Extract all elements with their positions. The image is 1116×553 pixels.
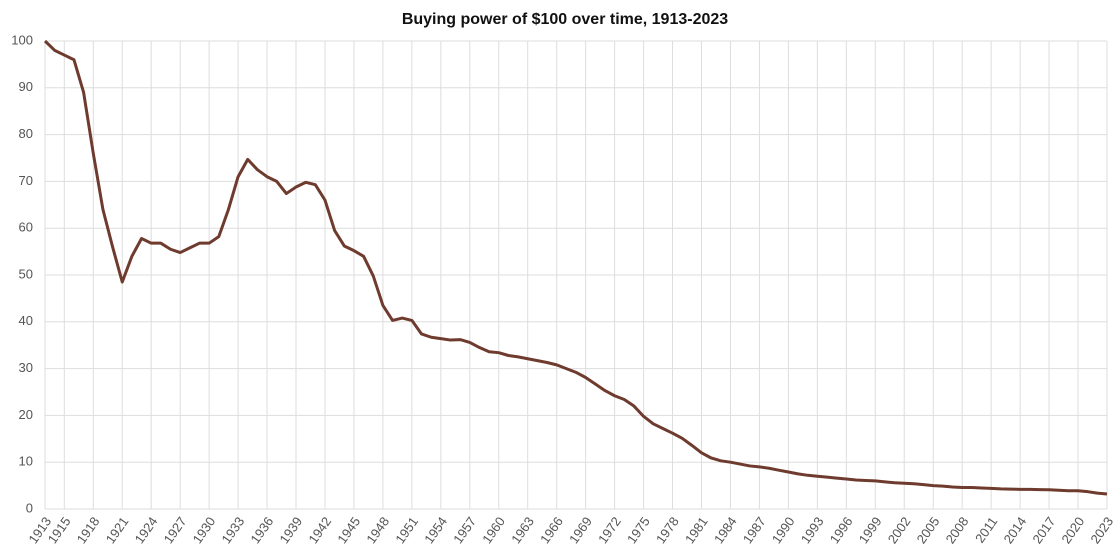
x-tick-label: 2017	[1029, 514, 1058, 546]
x-tick-label: 1918	[74, 514, 103, 546]
x-tick-label: 1942	[305, 514, 334, 546]
x-tick-label: 1999	[856, 514, 885, 546]
y-tick-label: 30	[19, 360, 33, 375]
x-tick-label: 2002	[885, 514, 914, 546]
x-tick-label: 2023	[1087, 514, 1116, 546]
x-tick-label: 1945	[334, 514, 363, 546]
x-tick-label: 2014	[1001, 514, 1030, 546]
y-tick-label: 0	[26, 500, 33, 515]
x-tick-label: 1990	[769, 514, 798, 546]
y-tick-label: 90	[19, 79, 33, 94]
x-tick-label: 2020	[1058, 514, 1087, 546]
x-tick-label: 1996	[827, 514, 856, 546]
x-tick-label: 1987	[740, 514, 769, 546]
x-tick-label: 1930	[190, 514, 219, 546]
y-tick-label: 20	[19, 407, 33, 422]
x-tick-label: 1927	[161, 514, 190, 546]
y-tick-label: 70	[19, 173, 33, 188]
x-tick-label: 1933	[218, 514, 247, 546]
x-tick-label: 1984	[711, 514, 740, 546]
x-tick-label: 1954	[421, 514, 450, 546]
x-tick-label: 1969	[566, 514, 595, 546]
x-tick-label: 1972	[595, 514, 624, 546]
chart-title: Buying power of $100 over time, 1913-202…	[402, 11, 728, 28]
y-tick-label: 100	[11, 32, 33, 47]
y-tick-label: 50	[19, 266, 33, 281]
x-tick-label: 1966	[537, 514, 566, 546]
y-tick-label: 40	[19, 313, 33, 328]
line	[43, 39, 1108, 496]
x-tick-label: 1936	[247, 514, 276, 546]
x-tick-label: 1978	[653, 514, 682, 546]
x-tick-label: 1939	[276, 514, 305, 546]
x-tick-label: 1951	[392, 514, 421, 546]
x-tick-label: 1960	[479, 514, 508, 546]
x-tick-label: 1993	[798, 514, 827, 546]
x-tick-label: 1975	[624, 514, 653, 546]
y-tick-label: 60	[19, 220, 33, 235]
x-tick-label: 2008	[943, 514, 972, 546]
y-tick-label: 80	[19, 126, 33, 141]
x-tick-label: 1981	[682, 514, 711, 546]
x-tick-label: 1924	[132, 514, 161, 546]
x-tick-label: 1915	[45, 514, 74, 546]
x-tick-label: 2005	[914, 514, 943, 546]
y-tick-label: 10	[19, 454, 33, 469]
x-tick-label: 1921	[103, 514, 132, 546]
x-tick-label: 1963	[508, 514, 537, 546]
x-tick-label: 1957	[450, 514, 479, 546]
x-tick-label: 1948	[363, 514, 392, 546]
x-tick-label: 2011	[972, 514, 1000, 546]
